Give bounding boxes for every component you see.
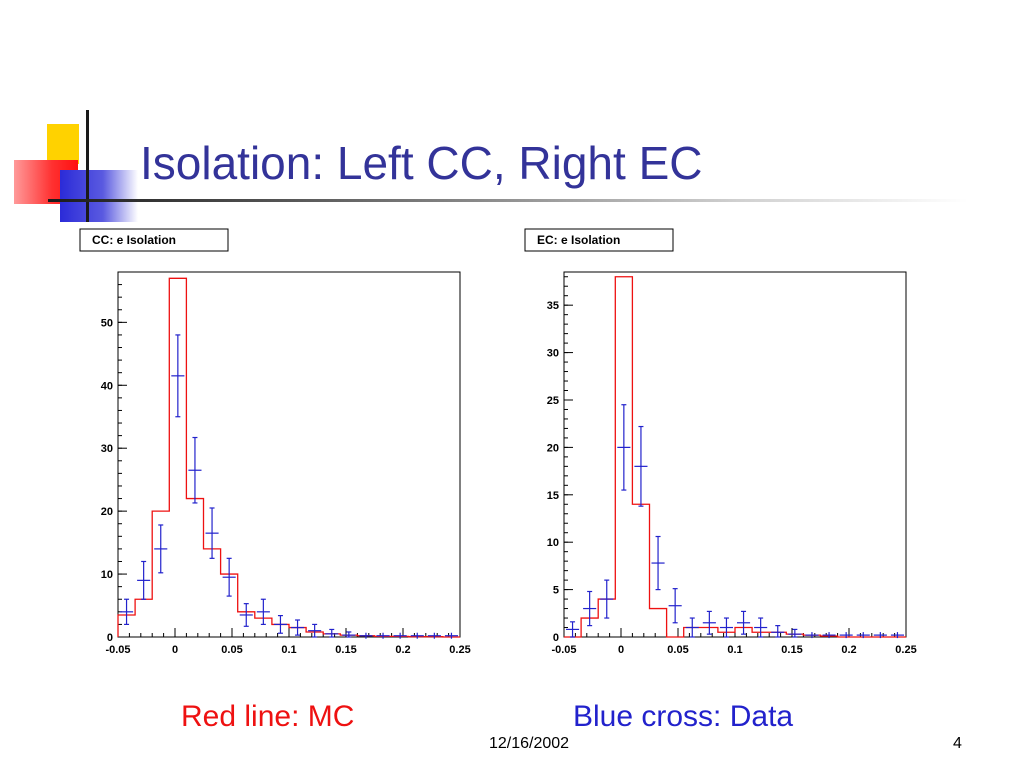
data-point (822, 632, 836, 639)
y-tick-label: 10 (547, 537, 559, 549)
caption-data: Blue cross: Data (573, 700, 794, 733)
decor-vertical-line (86, 110, 89, 222)
data-point (702, 610, 716, 635)
chart-title: EC: e Isolation (537, 233, 620, 247)
data-point (273, 615, 287, 634)
data-point (188, 436, 202, 504)
data-point (410, 632, 424, 639)
x-tick-label: -0.05 (551, 644, 576, 656)
data-point (754, 617, 768, 638)
data-point (668, 588, 682, 624)
x-tick-label: 0.05 (221, 644, 242, 656)
data-point (120, 598, 134, 626)
data-point (222, 557, 236, 597)
data-point (137, 560, 151, 600)
data-point (256, 598, 270, 626)
data-point (805, 632, 819, 639)
y-tick-label: 0 (553, 632, 559, 644)
x-tick-label: 0.15 (335, 644, 356, 656)
data-point (617, 404, 631, 491)
x-tick-label: 0.1 (727, 644, 742, 656)
y-tick-label: 20 (101, 506, 113, 518)
chart-title-box (524, 228, 674, 252)
data-point (171, 334, 185, 418)
title-underline (48, 199, 968, 202)
data-point (291, 619, 305, 636)
data-point (634, 425, 648, 507)
data-point (205, 507, 219, 559)
y-tick-label: 35 (547, 300, 559, 312)
y-tick-label: 30 (101, 443, 113, 455)
mc-step-line (564, 276, 906, 638)
x-tick-label: 0.2 (395, 644, 410, 656)
x-tick-label: 0.1 (281, 644, 296, 656)
slide-date: 12/16/2002 (489, 735, 570, 752)
page-number: 4 (953, 735, 962, 752)
data-point (771, 625, 785, 638)
data-point (651, 535, 665, 591)
decor-yellow-square (47, 124, 79, 164)
x-tick-label: 0 (172, 644, 178, 656)
data-point (685, 617, 699, 638)
caption-mc: Red line: MC (181, 700, 355, 733)
data-point (566, 621, 580, 638)
mc-step-line (117, 277, 460, 638)
y-tick-label: 30 (547, 348, 559, 360)
data-point (890, 632, 904, 639)
x-tick-label: 0.25 (449, 644, 470, 656)
data-point (839, 632, 853, 639)
chart-title: CC: e Isolation (92, 233, 176, 247)
y-tick-label: 20 (547, 442, 559, 454)
data-point (719, 617, 733, 638)
data-point (856, 632, 870, 639)
data-point (325, 628, 339, 638)
data-point (239, 603, 253, 627)
data-point (444, 632, 458, 639)
y-tick-label: 0 (107, 632, 113, 644)
data-point (308, 623, 322, 638)
data-point (393, 632, 407, 639)
data-point (376, 632, 390, 639)
data-point (154, 524, 168, 574)
data-point (873, 632, 887, 639)
x-tick-label: 0.15 (781, 644, 802, 656)
x-tick-label: 0.2 (841, 644, 856, 656)
chart-title-box (79, 228, 229, 252)
data-point (600, 579, 614, 619)
data-point (427, 632, 441, 639)
y-tick-label: 15 (547, 490, 559, 502)
y-tick-label: 50 (101, 317, 113, 329)
x-tick-label: 0 (618, 644, 624, 656)
decor-blue-square (60, 170, 138, 222)
x-tick-label: -0.05 (105, 644, 130, 656)
x-tick-label: 0.25 (895, 644, 916, 656)
y-tick-label: 40 (101, 380, 113, 392)
data-point (359, 632, 373, 639)
data-point (788, 628, 802, 638)
y-tick-label: 25 (547, 395, 559, 407)
x-tick-label: 0.05 (667, 644, 688, 656)
y-tick-label: 5 (553, 585, 559, 597)
data-point (583, 590, 597, 627)
data-point (342, 631, 356, 638)
data-point (737, 610, 751, 635)
y-tick-label: 10 (101, 569, 113, 581)
slide-title: Isolation: Left CC, Right EC (140, 137, 703, 189)
